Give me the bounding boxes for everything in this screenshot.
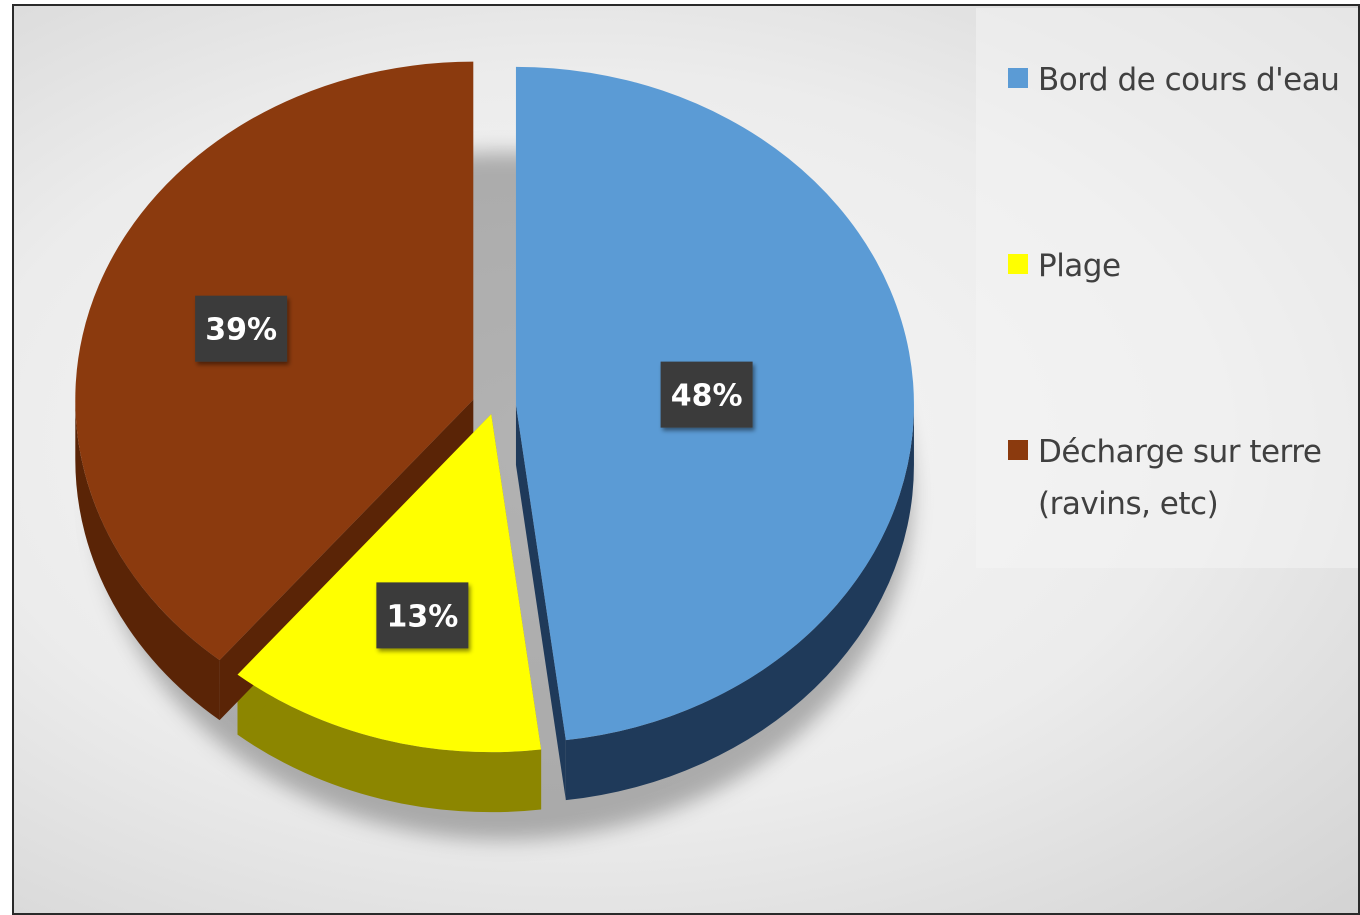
pie-chart: 48% 13% 39%: [75, 61, 914, 840]
legend-swatch-bord-de-cours-deau: [1008, 68, 1028, 88]
data-label-bord-de-cours-d-eau: 48%: [660, 361, 753, 428]
legend-label: Plage: [1038, 240, 1121, 292]
chart-legend: Bord de cours d'eau Plage Décharge sur t…: [976, 8, 1358, 568]
legend-swatch-decharge-sur-terre: [1008, 440, 1028, 460]
legend-item-bord-de-cours-deau: Bord de cours d'eau: [1008, 54, 1340, 106]
legend-item-plage: Plage: [1008, 240, 1121, 292]
data-label-box: [376, 582, 469, 649]
data-label-text: 13%: [386, 599, 458, 634]
slice-side-decharge-sur-terre-ravins-etc: [75, 399, 220, 721]
legend-label: Décharge sur terre (ravins, etc): [1038, 426, 1322, 530]
pie-data-labels: 48% 13% 39%: [195, 295, 753, 649]
legend-item-decharge-sur-terre: Décharge sur terre (ravins, etc): [1008, 426, 1322, 530]
data-label-box: [195, 295, 288, 362]
legend-swatch-plage: [1008, 254, 1028, 274]
data-label-text: 48%: [671, 379, 743, 414]
data-label-plage: 13%: [376, 582, 469, 649]
data-label-box: [660, 361, 753, 428]
legend-label-line2: (ravins, etc): [1038, 486, 1219, 522]
chart-frame: 48% 13% 39% Bord de cours d'eau Plage Déch…: [12, 4, 1360, 915]
legend-label-line1: Plage: [1038, 248, 1121, 284]
legend-label-line1: Bord de cours d'eau: [1038, 62, 1340, 98]
slice-side-plage: [237, 674, 542, 813]
legend-label-line1: Décharge sur terre: [1038, 434, 1322, 470]
data-label-decharge-sur-terre-ravins-etc: 39%: [195, 295, 288, 362]
slice-wall-bord-de-cours-d-eau: [515, 404, 566, 801]
slice-side-bord-de-cours-d-eau: [565, 404, 914, 801]
legend-label: Bord de cours d'eau: [1038, 54, 1340, 106]
data-label-text: 39%: [205, 313, 277, 348]
